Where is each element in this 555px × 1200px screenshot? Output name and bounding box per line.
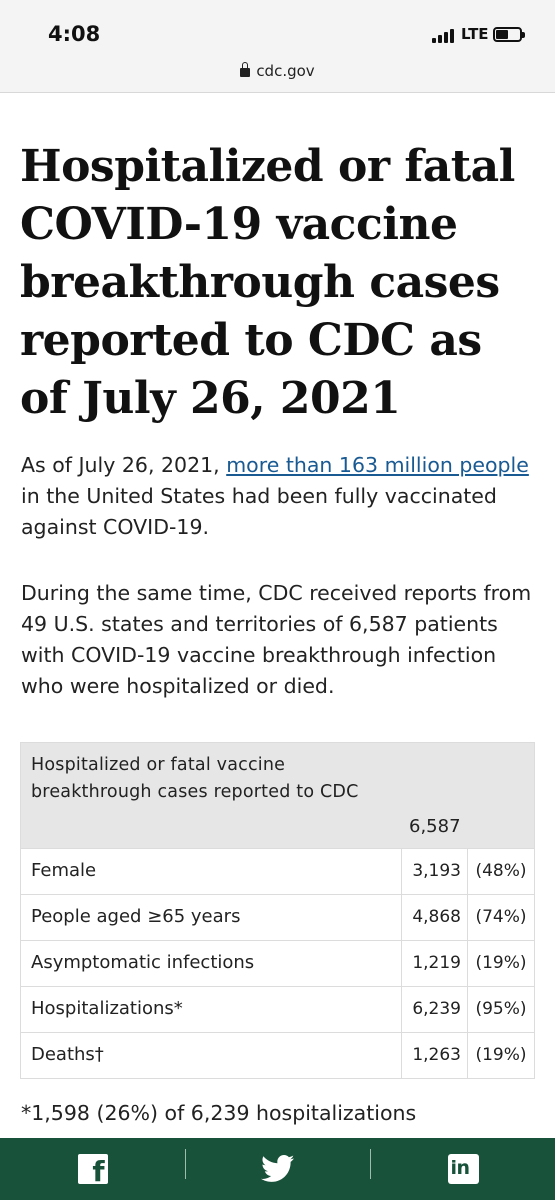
row-percent: (48%) <box>475 861 527 881</box>
row-count: 3,193 <box>402 849 468 894</box>
twitter-share-button[interactable] <box>186 1138 370 1200</box>
linkedin-share-button[interactable]: in <box>371 1138 555 1200</box>
row-percent: (95%) <box>475 999 527 1019</box>
facebook-share-button[interactable]: f <box>0 1138 185 1200</box>
row-percent: (19%) <box>475 953 527 973</box>
browser-top-bar: 4:08 LTE cdc.gov <box>0 0 555 93</box>
signal-icon <box>432 27 456 43</box>
share-divider <box>370 1149 371 1179</box>
battery-icon <box>493 27 525 42</box>
intro-text-suffix: in the United States had been fully vacc… <box>21 484 497 539</box>
table-header-total: 6,587 <box>409 816 461 837</box>
row-count: 1,263 <box>402 1033 468 1078</box>
facebook-icon: f <box>77 1154 108 1184</box>
row-label: Deaths† <box>21 1033 402 1078</box>
row-percent: (19%) <box>475 1045 527 1065</box>
row-label: Female <box>21 849 402 894</box>
row-count: 4,868 <box>402 895 468 940</box>
row-label: People aged ≥65 years <box>21 895 402 940</box>
intro-paragraph: As of July 26, 2021, more than 163 milli… <box>21 450 536 543</box>
table-header-label: Hospitalized or fatal vaccine breakthrou… <box>31 755 359 802</box>
network-label: LTE <box>461 25 489 43</box>
breakthrough-cases-table: Hospitalized or fatal vaccine breakthrou… <box>20 742 535 1079</box>
table-row: People aged ≥65 years 4,868 (74%) <box>20 895 535 941</box>
twitter-icon <box>261 1155 295 1182</box>
page-title: Hospitalized or fatal COVID-19 vaccine b… <box>20 141 515 424</box>
lock-icon <box>240 62 251 77</box>
row-count: 6,239 <box>402 987 468 1032</box>
reports-paragraph: During the same time, CDC received repor… <box>21 581 532 698</box>
linkedin-icon: in <box>447 1154 479 1184</box>
row-count: 1,219 <box>402 941 468 986</box>
hospitalizations-footnote: *1,598 (26%) of 6,239 hospitalizations <box>21 1101 417 1125</box>
url-text: cdc.gov <box>256 62 315 80</box>
row-label: Asymptomatic infections <box>21 941 402 986</box>
vaccinated-people-link[interactable]: more than 163 million people <box>226 453 529 477</box>
table-row: Hospitalizations* 6,239 (95%) <box>20 987 535 1033</box>
table-row: Female 3,193 (48%) <box>20 849 535 895</box>
row-percent: (74%) <box>475 907 527 927</box>
share-bar: f in <box>0 1138 555 1200</box>
table-row: Deaths† 1,263 (19%) <box>20 1033 535 1079</box>
share-divider <box>185 1149 186 1179</box>
status-time: 4:08 <box>48 22 101 46</box>
table-header: Hospitalized or fatal vaccine breakthrou… <box>20 742 535 849</box>
table-row: Asymptomatic infections 1,219 (19%) <box>20 941 535 987</box>
address-bar[interactable]: cdc.gov <box>0 62 555 80</box>
row-label: Hospitalizations* <box>21 987 402 1032</box>
intro-text-prefix: As of July 26, 2021, <box>21 453 227 477</box>
